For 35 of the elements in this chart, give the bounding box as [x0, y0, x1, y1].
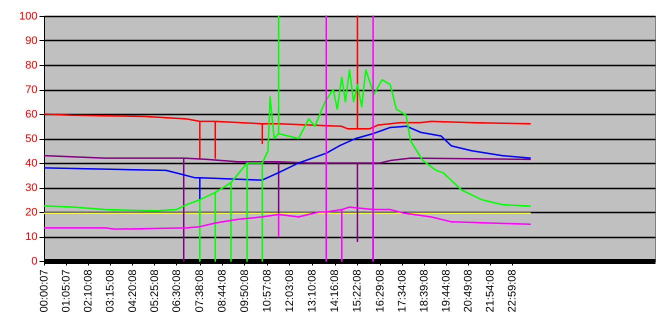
line-series	[43, 15, 532, 159]
y-tick-label: 0	[31, 256, 38, 268]
x-tick-label: 03:15:08	[104, 270, 117, 312]
x-tick-label: 04:20:08	[126, 270, 139, 312]
x-tick-label: 15:22:08	[352, 270, 364, 312]
y-tick-label: 100	[19, 10, 38, 22]
x-tick-label: 16:29:08	[374, 270, 386, 312]
x-tick-label: 17:34:08	[396, 270, 408, 312]
y-tick-label: 60	[25, 108, 38, 120]
x-tick-label: 13:10:08	[306, 270, 319, 312]
y-tick-label: 10	[25, 231, 38, 243]
y-tick-label: 40	[25, 158, 38, 170]
x-tick-label: 00:00:07	[38, 270, 51, 312]
x-tick-label: 20:49:08	[462, 270, 475, 312]
x-tick-label: 14:16:08	[329, 270, 342, 312]
x-tick-label: 19:44:08	[440, 270, 452, 312]
x-tick-label: 01:05:07	[60, 270, 73, 312]
x-tick-label: 18:39:08	[418, 270, 430, 312]
x-tick-label: 22:59:08	[506, 270, 519, 312]
y-tick-label: 70	[25, 84, 38, 96]
x-tick-label: 12:03:08	[284, 270, 296, 312]
y-tick-label: 20	[25, 206, 38, 218]
x-tick-label: 02:10:08	[82, 270, 95, 312]
x-tick-label: 05:25:08	[148, 270, 161, 312]
y-tick-label: 80	[25, 60, 38, 72]
x-tick-label: 08:44:08	[216, 270, 228, 312]
y-tick-label: 90	[25, 35, 38, 47]
y-tick-label: 50	[25, 133, 38, 145]
x-tick-label: 21:54:08	[484, 270, 497, 312]
x-tick-label: 09:50:08	[238, 270, 251, 312]
x-tick-label: 06:30:08	[170, 270, 183, 312]
x-tick-label: 10:57:08	[262, 270, 274, 312]
x-tick-label: 07:38:08	[194, 270, 206, 312]
line-series	[43, 154, 532, 262]
y-tick-label: 30	[25, 182, 38, 194]
